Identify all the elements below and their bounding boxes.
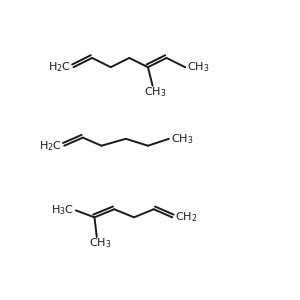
Text: CH$_3$: CH$_3$	[188, 60, 210, 74]
Text: H$_3$C: H$_3$C	[51, 203, 74, 217]
Text: CH$_3$: CH$_3$	[171, 132, 194, 146]
Text: CH$_2$: CH$_2$	[175, 210, 197, 224]
Text: CH$_3$: CH$_3$	[144, 86, 166, 100]
Text: H$_2$C: H$_2$C	[39, 139, 62, 153]
Text: H$_2$C: H$_2$C	[48, 60, 71, 74]
Text: CH$_3$: CH$_3$	[88, 236, 111, 250]
